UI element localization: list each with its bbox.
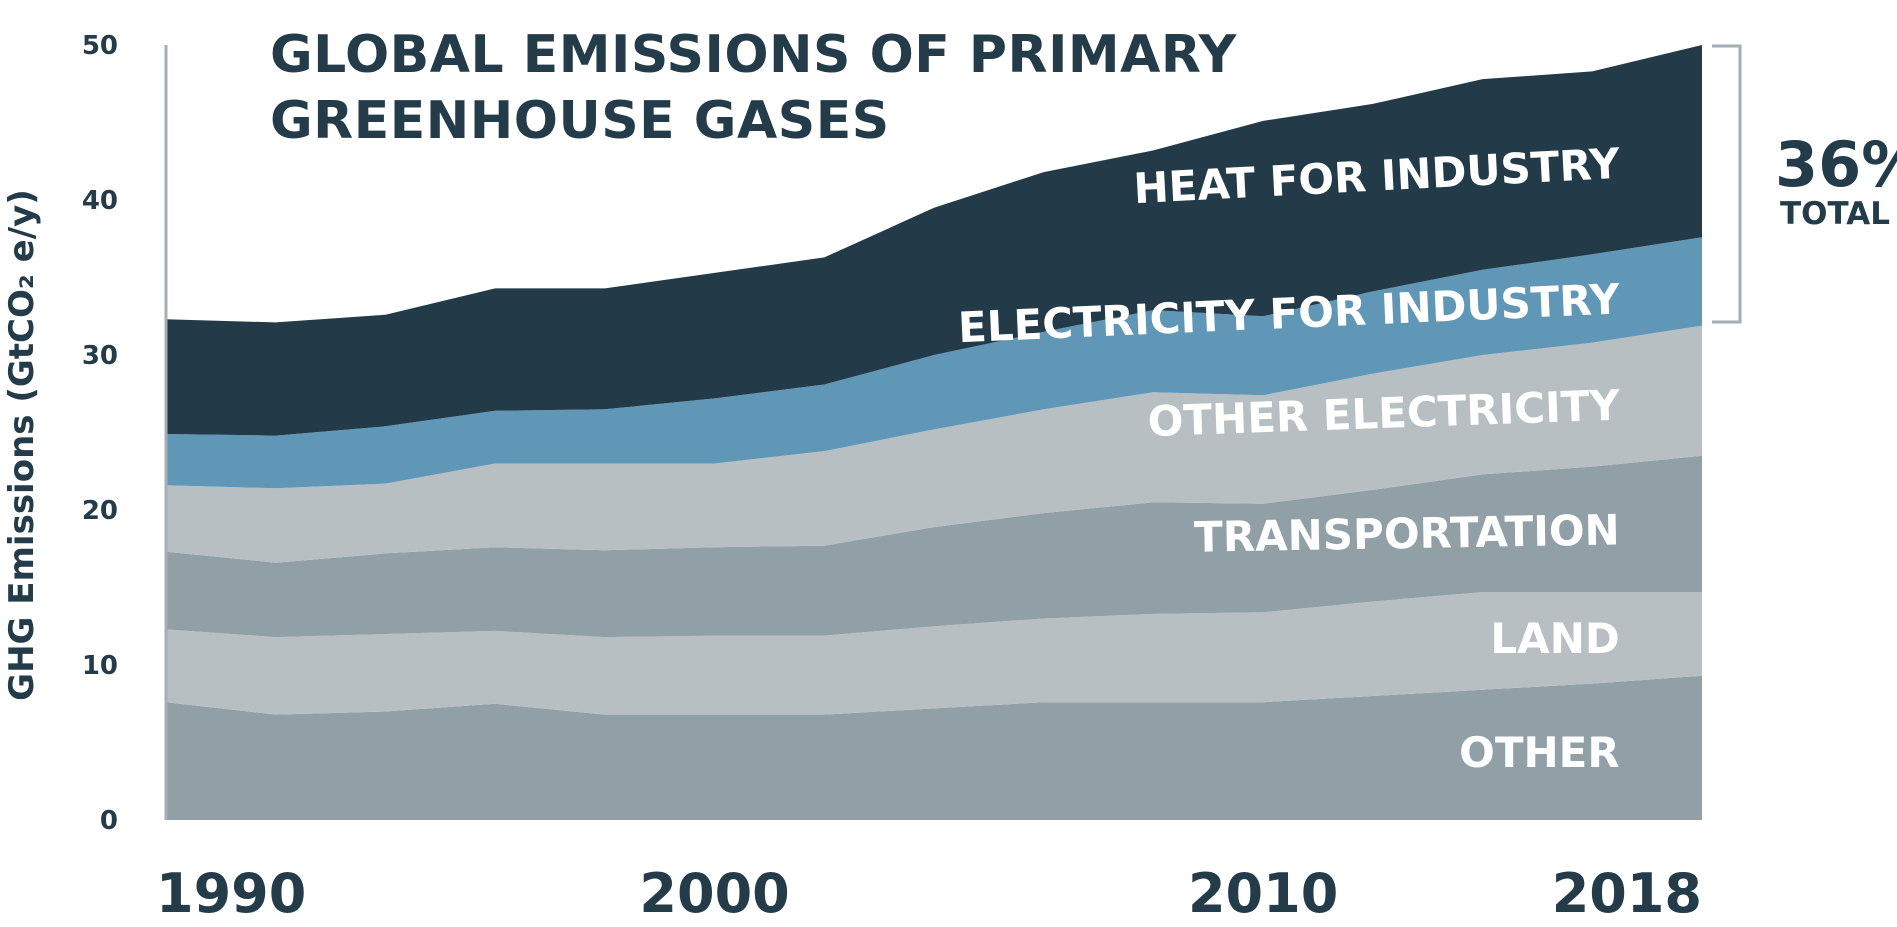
area-series-group xyxy=(166,45,1702,820)
area-other xyxy=(166,675,1702,820)
chart-title-line-1: GLOBAL EMISSIONS OF PRIMARY xyxy=(270,25,1237,85)
x-tick-label: 2010 xyxy=(1188,862,1338,925)
x-tick-label: 2000 xyxy=(639,862,789,925)
area-heat-for-industry xyxy=(166,45,1702,436)
y-tick-label: 0 xyxy=(100,806,118,836)
chart-title: GLOBAL EMISSIONS OF PRIMARY GREENHOUSE G… xyxy=(270,22,1237,154)
area-other-electricity xyxy=(166,325,1702,563)
y-tick-labels: 0 10 20 30 40 50 xyxy=(82,31,118,836)
y-axis-label: GHG Emissions (GtCO₂ e/y) xyxy=(2,189,42,701)
series-label-other: OTHER xyxy=(1459,728,1620,777)
y-tick-label: 40 xyxy=(82,186,118,216)
total-percent-annotation: 36% xyxy=(1775,128,1897,201)
y-tick-label: 30 xyxy=(82,341,118,371)
series-label-land: LAND xyxy=(1490,614,1619,663)
chart-title-line-2: GREENHOUSE GASES xyxy=(270,91,890,151)
x-tick-labels: 1990 2000 2010 2018 xyxy=(156,862,1702,925)
y-tick-label: 50 xyxy=(82,31,118,61)
x-tick-label: 2018 xyxy=(1552,862,1702,925)
area-land xyxy=(166,592,1702,715)
series-label-transportation: TRANSPORTATION xyxy=(1194,505,1620,561)
area-electricity-for-industry xyxy=(166,237,1702,489)
x-tick-label: 1990 xyxy=(156,862,306,925)
total-bracket xyxy=(1712,44,1742,324)
y-tick-label: 10 xyxy=(82,651,118,681)
y-tick-label: 20 xyxy=(82,496,118,526)
area-transportation xyxy=(166,455,1702,638)
total-label-annotation: TOTAL xyxy=(1780,196,1890,232)
